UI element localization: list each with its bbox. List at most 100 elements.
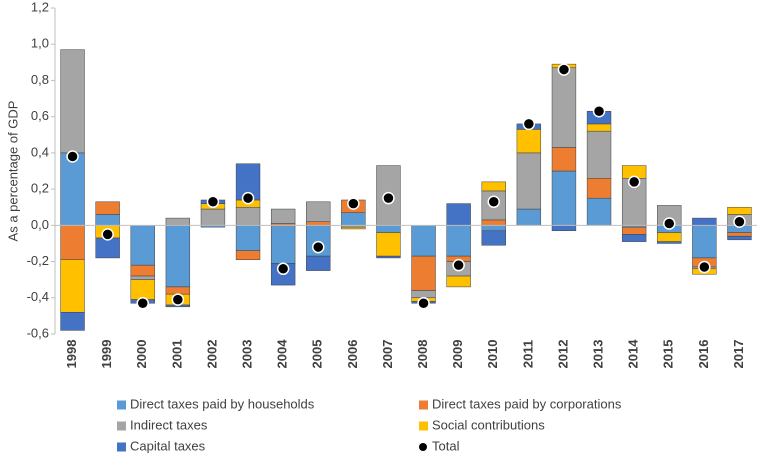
bar-segment [95,201,120,215]
legend-label: Direct taxes paid by households [130,396,315,411]
bar-segment [727,206,752,215]
bar-segment [481,219,506,226]
bar-segment [95,214,120,226]
legend-label: Social contributions [432,417,545,432]
total-marker [101,228,114,241]
bar-segment [95,237,120,259]
bar-segment [516,129,542,154]
bar-segment [376,255,401,259]
total-marker [733,215,746,228]
bar-segment [306,201,331,222]
legend-label: Total [432,438,460,453]
legend-marker [419,443,427,451]
bar-segment [657,241,682,244]
y-tick-label: 0,8 [31,72,49,87]
legend-marker [117,421,126,431]
bar-segment [551,147,577,172]
legend-marker [419,421,428,431]
bar-segment [411,290,436,299]
x-tick-label: 2007 [380,340,395,369]
bar-segment [235,225,261,251]
total-marker [698,260,711,274]
y-axis-label: As a percentage of GDP [5,101,20,242]
total-marker [276,262,290,276]
legend-label: Direct taxes paid by corporations [432,396,622,411]
y-tick-label: 1,0 [31,36,49,51]
x-tick-label: 2008 [415,340,430,369]
legend-marker [117,400,126,410]
bar-segment [270,225,296,264]
x-tick-label: 2012 [555,340,570,369]
total-marker [663,217,676,230]
bar-segment [60,152,85,226]
bar-segment [586,123,612,132]
total-marker [206,195,220,209]
total-marker [312,240,325,254]
y-tick-label: 0,2 [31,181,49,196]
bar-segment [657,232,682,242]
bar-segment [130,264,155,277]
total-marker [347,197,360,210]
x-tick-label: 2004 [275,339,290,369]
bar-segment [235,206,261,226]
bar-segment [130,275,155,280]
x-tick-label: 2017 [731,340,746,369]
bar-segment [446,203,471,226]
bar-segment [481,181,506,192]
legend-label: Indirect taxes [130,417,208,432]
bar-segment [376,225,401,233]
bar-segment [516,208,542,226]
y-tick-label: -0,6 [27,325,49,340]
x-tick-label: 1999 [99,340,114,369]
bar-segment [60,225,85,260]
x-tick-label: 2006 [345,340,360,369]
bar-segment [130,225,155,266]
total-marker [627,175,641,189]
bar-segment [341,212,366,226]
bar-segment [60,259,85,313]
total-marker [557,63,571,76]
bar-segment [727,232,752,237]
total-marker [171,293,185,306]
y-tick-label: 0,4 [31,144,49,159]
total-marker [592,104,606,118]
total-marker [241,191,255,205]
x-tick-label: 1998 [64,340,79,369]
x-tick-label: 2001 [169,340,184,369]
x-tick-label: 2003 [239,340,254,369]
bar-segment [551,170,577,226]
total-marker [487,195,500,209]
bar-segment [270,208,296,224]
bar-segment [165,286,191,295]
x-tick-label: 2010 [485,340,500,369]
x-tick-label: 2011 [520,340,535,368]
bar-segment [446,225,471,257]
bar-segment [376,232,401,257]
bar-segment [516,152,542,210]
bar-segment [621,226,647,235]
total-marker [522,117,536,131]
total-marker [136,296,149,310]
y-tick-label: -0,4 [27,289,49,304]
legend-label: Capital taxes [130,438,206,453]
bar-segment [727,235,752,241]
bar-segment [551,225,577,232]
bar-segment [692,217,717,226]
x-tick-label: 2013 [590,340,605,369]
total-marker [417,296,430,310]
x-tick-label: 2002 [204,340,219,369]
bar-segment [165,225,191,288]
bar-segment [621,234,647,242]
total-marker [66,150,79,163]
y-tick-label: -0,2 [27,253,49,268]
bar-segment [306,255,331,271]
bar-segment [130,279,155,300]
bar-segment [551,67,577,148]
x-tick-label: 2014 [626,339,641,369]
bar-segment [481,230,506,246]
total-marker [452,258,465,272]
bar-segment [60,49,85,154]
bar-segment [586,197,612,226]
bar-segment [692,225,717,259]
x-tick-label: 2000 [134,340,149,369]
